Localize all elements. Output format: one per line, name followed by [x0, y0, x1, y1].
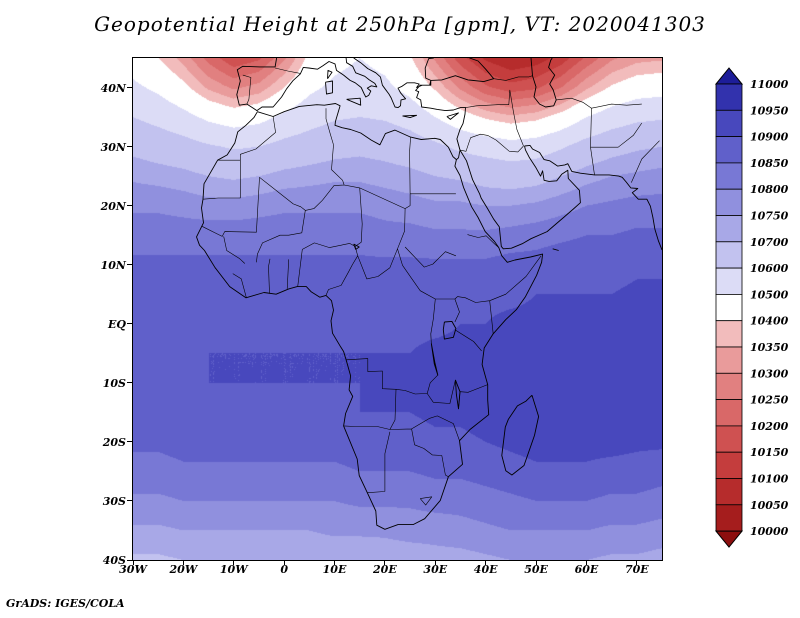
y-tick-label: 30N [100, 140, 126, 154]
x-tick-label: 20E [373, 563, 397, 576]
colorbar-segment [715, 267, 743, 295]
x-tick-label: 20W [169, 563, 198, 576]
colorbar-segment [715, 425, 743, 453]
x-tick-mark [283, 560, 285, 565]
y-tick-mark [127, 205, 133, 207]
y-tick-mark [127, 87, 133, 89]
x-tick-mark [233, 560, 235, 565]
colorbar-label: 10050 [750, 499, 789, 512]
y-tick-label: 20S [102, 435, 126, 449]
x-tick-label: 50E [524, 563, 548, 576]
colorbar-label: 10600 [750, 262, 789, 275]
colorbar-label: 10950 [750, 104, 789, 117]
colorbar-label: 10700 [750, 236, 789, 249]
x-tick-mark [132, 560, 134, 565]
colorbar-segment [715, 293, 743, 322]
y-tick-mark [127, 146, 133, 148]
y-tick-label: 10N [100, 258, 126, 272]
colorbar-segment [715, 320, 743, 348]
y-tick-label: 40N [100, 81, 126, 95]
y-tick-mark [127, 559, 133, 561]
y-tick-label: 10S [102, 376, 126, 390]
y-tick-label: 30S [102, 494, 126, 508]
x-tick-label: 60E [574, 563, 599, 576]
x-tick-mark [485, 560, 487, 565]
colorbar-segment [715, 136, 743, 164]
x-tick-mark [334, 560, 336, 565]
colorbar-label: 10200 [750, 420, 789, 433]
map-overlay [196, 58, 662, 530]
colorbar-arrow-top [714, 67, 744, 85]
colorbar-segment [715, 372, 743, 400]
x-tick-mark [384, 560, 386, 565]
colorbar-segment [715, 504, 743, 532]
colorbar-label: 10000 [750, 525, 789, 538]
colorbar-segment [715, 451, 743, 479]
y-tick-mark [127, 382, 133, 384]
colorbar-label: 10750 [750, 210, 789, 223]
plot-area [132, 57, 663, 561]
x-tick-label: 0 [280, 563, 288, 576]
x-tick-label: 30E [423, 563, 448, 576]
colorbar-label: 10900 [750, 131, 789, 144]
x-tick-mark [585, 560, 587, 565]
y-tick-mark [127, 264, 133, 266]
colorbar-label: 10800 [750, 183, 789, 196]
colorbar-label: 10350 [750, 341, 789, 354]
colorbar-segment [715, 162, 743, 190]
x-tick-mark [636, 560, 638, 565]
x-tick-label: 40E [473, 563, 498, 576]
colorbar-segment [715, 346, 743, 374]
colorbar-label: 10400 [750, 315, 789, 328]
colorbar-segment [715, 188, 743, 216]
colorbar-label: 10850 [750, 157, 789, 170]
contour-field-canvas [133, 58, 662, 560]
x-tick-label: 10E [322, 563, 347, 576]
colorbar-segment [715, 399, 743, 427]
colorbar-segment [715, 478, 743, 506]
colorbar-segment [715, 215, 743, 243]
y-tick-mark [127, 323, 133, 325]
y-tick-label: 20N [100, 199, 126, 213]
x-tick-label: 70E [624, 563, 649, 576]
colorbar-label: 10250 [750, 394, 789, 407]
colorbar-segment [715, 109, 743, 137]
plot-title: Geopotential Height at 250hPa [gpm], VT:… [94, 12, 706, 36]
country-borders-path [201, 67, 660, 506]
y-tick-label: 40S [102, 554, 126, 567]
y-tick-mark [127, 441, 133, 443]
colorbar-label: 10100 [750, 473, 789, 486]
coastline-path [196, 58, 662, 530]
colorbar: 11000 10950 10900 10850 10800 10750 10700 10600… [714, 67, 789, 548]
y-tick-label: EQ [108, 317, 126, 331]
x-tick-label: 30W [119, 563, 147, 576]
colorbar-label: 10500 [750, 288, 789, 301]
x-tick-mark [434, 560, 436, 565]
credit-text: GrADS: IGES/COLA [6, 597, 125, 610]
colorbar-arrow-bottom [714, 530, 744, 548]
colorbar-label: 11000 [750, 78, 789, 91]
y-tick-mark [127, 500, 133, 502]
colorbar-segment [715, 241, 743, 269]
x-tick-mark [182, 560, 184, 565]
x-tick-label: 10W [219, 563, 248, 576]
colorbar-label: 10300 [750, 367, 789, 380]
colorbar-segment [715, 83, 743, 111]
colorbar-label: 10150 [750, 446, 789, 459]
x-tick-mark [535, 560, 537, 565]
